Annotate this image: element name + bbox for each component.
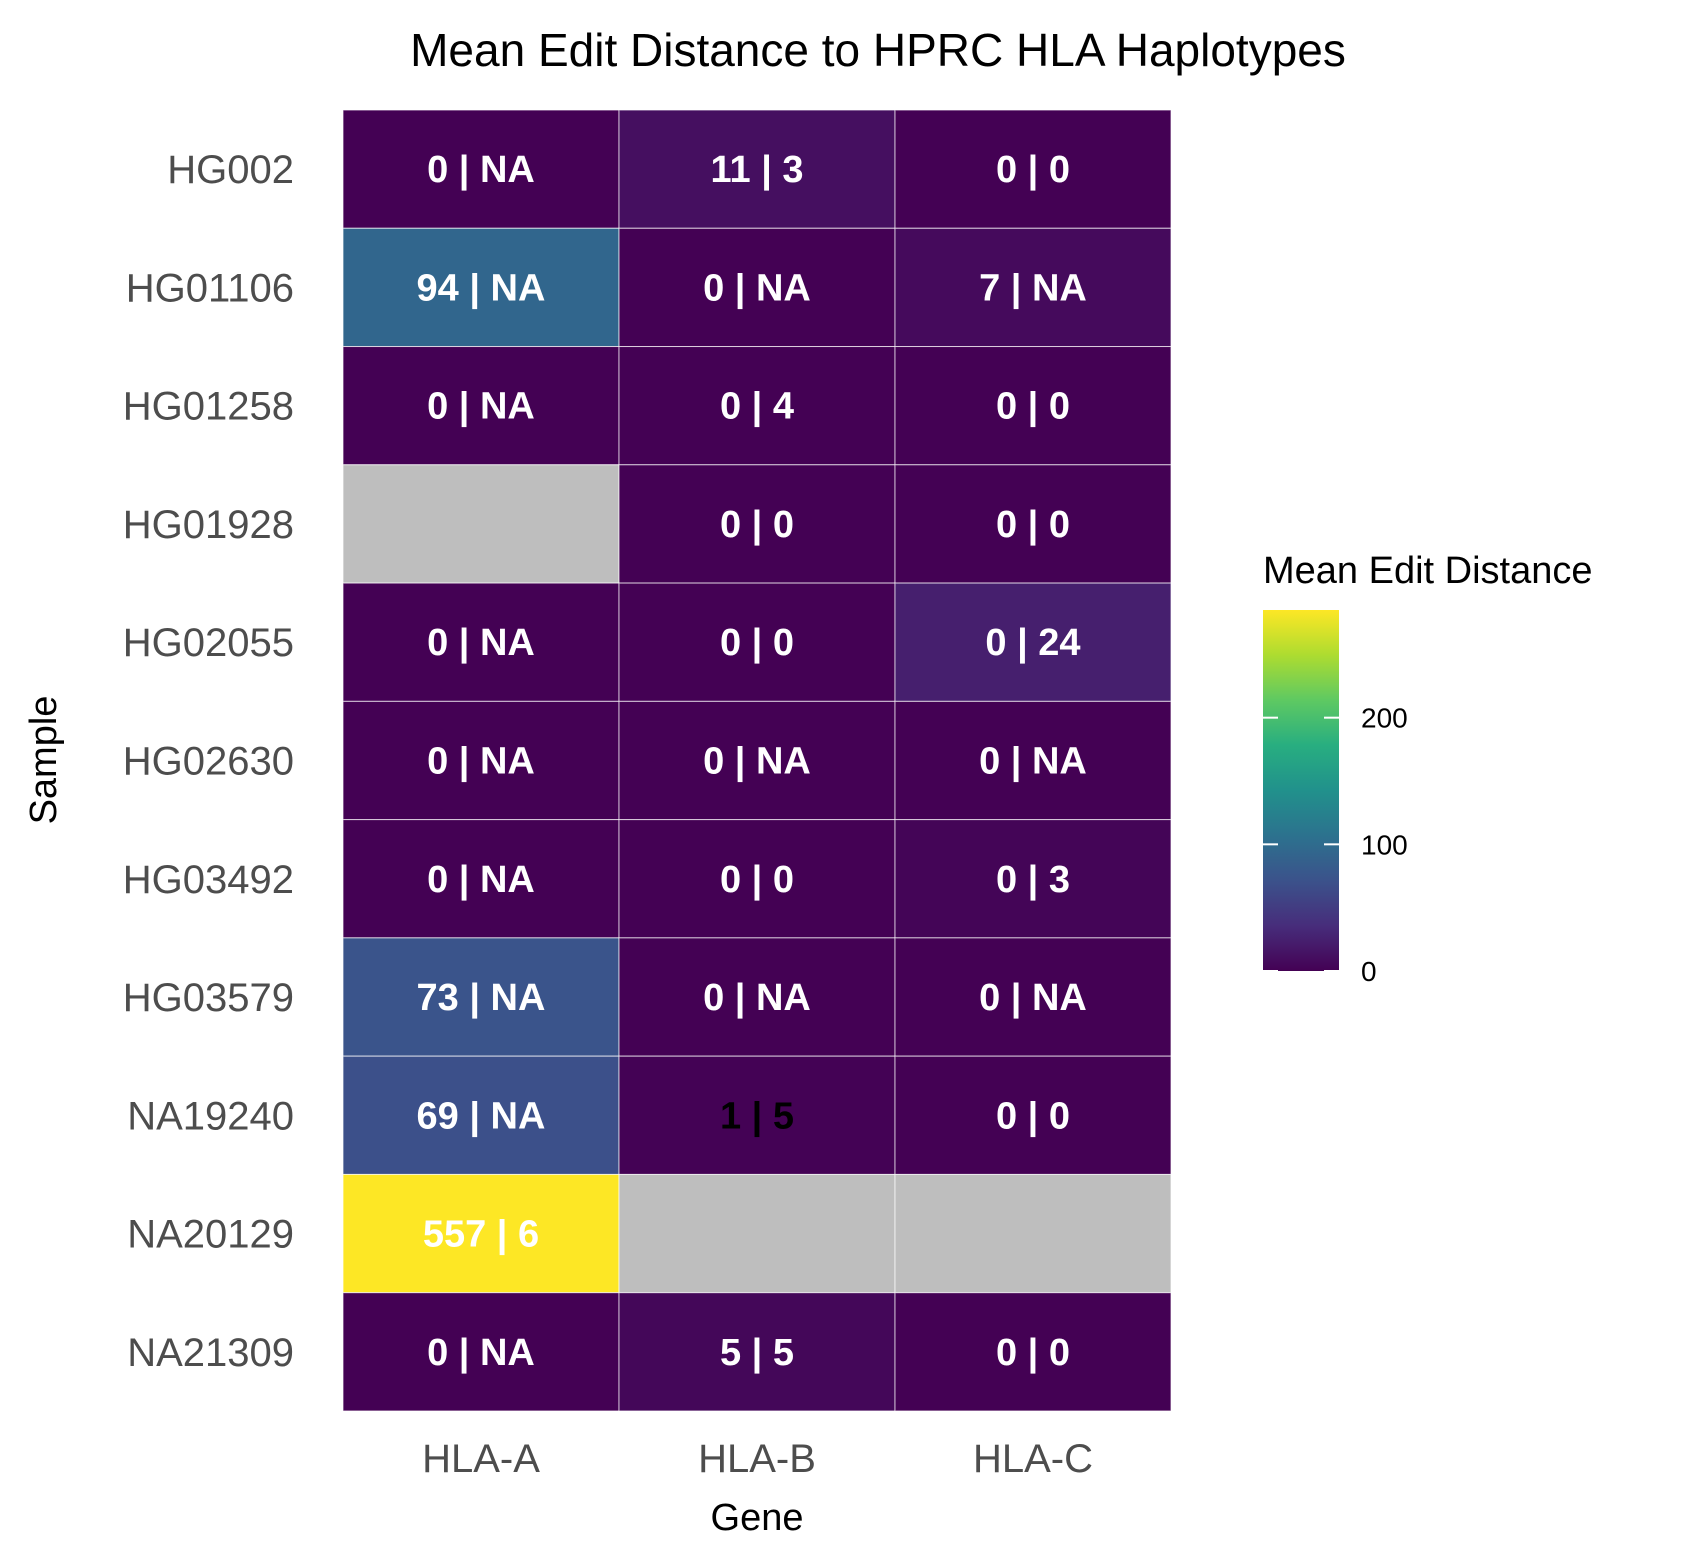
- heatmap-cell: [894, 227, 1172, 348]
- y-tick-label: HG03579: [123, 976, 294, 1020]
- heatmap-cell: [342, 346, 620, 466]
- heatmap-cell: [618, 227, 896, 348]
- heatmap-cell: [894, 700, 1172, 821]
- x-axis-title: Gene: [711, 1497, 804, 1539]
- cell-value-label: 0 | NA: [427, 740, 535, 782]
- heatmap-cell: [618, 1055, 896, 1175]
- cell-value-label: 69 | NA: [417, 1095, 546, 1137]
- y-tick-label: HG01106: [126, 266, 294, 310]
- x-tick-label: HLA-C: [973, 1437, 1093, 1481]
- y-tick-label: HG02630: [123, 739, 294, 783]
- heatmap-cell: [342, 464, 620, 584]
- cell-value-label: 73 | NA: [417, 977, 546, 1019]
- heatmap-cell: [618, 937, 896, 1057]
- cell-value-label: 0 | NA: [703, 977, 811, 1019]
- cell-value-label: 7 | NA: [979, 267, 1087, 309]
- heatmap-cell: [342, 1173, 620, 1294]
- heatmap-cell: [894, 819, 1172, 939]
- heatmap-cell: [342, 819, 620, 939]
- heatmap-cell: [618, 346, 896, 466]
- heatmap-cell: [342, 1055, 620, 1175]
- heatmap-cell: [342, 227, 620, 348]
- x-tick-label: HLA-B: [698, 1437, 816, 1481]
- color-legend: Mean Edit Distance 0 100 200: [1263, 550, 1593, 987]
- y-tick-label: NA20129: [127, 1213, 294, 1257]
- heatmap-cell: [342, 1292, 620, 1412]
- cell-value-label: 0 | NA: [427, 149, 535, 191]
- legend-tick-label: 0: [1361, 956, 1377, 987]
- y-tick-label: HG002: [167, 148, 294, 192]
- cell-value-label: 0 | 0: [720, 622, 794, 664]
- cell-value-label: 0 | NA: [979, 740, 1087, 782]
- cell-value-label: 0 | NA: [979, 977, 1087, 1019]
- cell-value-label: 0 | 24: [985, 622, 1080, 664]
- cell-value-label: 0 | NA: [427, 1332, 535, 1374]
- legend-title: Mean Edit Distance: [1263, 550, 1593, 592]
- heatmap-cell: [894, 109, 1172, 229]
- heatmap-cell: [618, 582, 896, 702]
- cell-value-label: 0 | NA: [427, 386, 535, 428]
- cell-value-label: 0 | NA: [703, 267, 811, 309]
- heatmap-cell: [894, 464, 1172, 584]
- heatmap-cell: [618, 700, 896, 821]
- heatmap-cell: [342, 582, 620, 702]
- heatmap-cell: [894, 1055, 1172, 1175]
- heatmap-cell: [894, 582, 1172, 702]
- cell-value-label: 557 | 6: [423, 1214, 539, 1256]
- legend-ticks: 0 100 200: [1263, 703, 1408, 987]
- chart-title: Mean Edit Distance to HPRC HLA Haplotype…: [410, 24, 1346, 76]
- cell-value-label: 11 | 3: [710, 149, 803, 191]
- cell-value-label: 0 | 0: [720, 859, 794, 901]
- y-axis-title: Sample: [23, 696, 65, 825]
- cell-value-label: 0 | NA: [703, 740, 811, 782]
- heatmap-cell: [618, 819, 896, 939]
- heatmap-cell: [342, 109, 620, 229]
- heatmap-cell: [342, 937, 620, 1057]
- y-tick-label: HG01928: [123, 503, 294, 547]
- cell-value-label: 0 | 0: [720, 504, 794, 546]
- cell-value-label: 0 | 3: [996, 859, 1070, 901]
- legend-tick-label: 200: [1361, 703, 1408, 734]
- x-tick-label: HLA-A: [422, 1437, 540, 1481]
- cell-value-label: 0 | 0: [996, 1095, 1070, 1137]
- heatmap-cell: [894, 1173, 1172, 1294]
- legend-colorbar: [1263, 610, 1339, 971]
- cell-value-label: 1 | 5: [720, 1095, 794, 1137]
- heatmap-cells: [342, 109, 1172, 1412]
- heatmap-cell: [894, 937, 1172, 1057]
- cell-value-label: 0 | 0: [996, 386, 1070, 428]
- y-tick-label: NA21309: [127, 1331, 294, 1375]
- cell-value-label: 0 | 0: [996, 504, 1070, 546]
- legend-tick-label: 100: [1361, 829, 1408, 860]
- cell-value-label: 0 | NA: [427, 859, 535, 901]
- cell-value-label: 0 | 4: [720, 386, 794, 428]
- cell-value-label: 5 | 5: [720, 1332, 794, 1374]
- heatmap-cell: [618, 109, 896, 229]
- cell-value-label: 0 | NA: [427, 622, 535, 664]
- y-tick-label: HG01258: [123, 385, 294, 429]
- cell-value-label: 0 | 0: [996, 149, 1070, 191]
- heatmap-cell: [894, 1292, 1172, 1412]
- cell-value-label: 94 | NA: [417, 267, 546, 309]
- y-tick-label: NA19240: [127, 1094, 294, 1138]
- heatmap-cell-labels: 0 | NA 11 | 3 0 | 0 94 | NA 0 | NA 7 | NA 0 | …: [417, 149, 1087, 1374]
- y-axis-tick-labels: HG002 HG01106 HG01258 HG01928 HG02055 HG02630…: [123, 148, 294, 1375]
- y-tick-label: HG02055: [123, 621, 294, 665]
- heatmap-cell: [618, 1173, 896, 1294]
- heatmap-cell: [342, 700, 620, 821]
- x-axis-tick-labels: HLA-A HLA-B HLA-C: [422, 1437, 1093, 1481]
- cell-value-label: 0 | 0: [996, 1332, 1070, 1374]
- y-tick-label: HG03492: [123, 858, 294, 902]
